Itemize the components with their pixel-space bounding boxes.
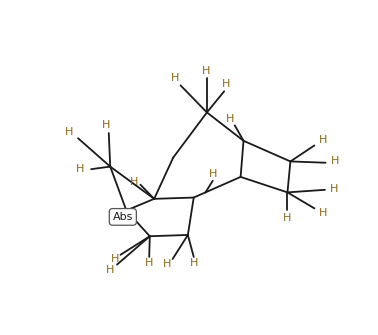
Text: H: H [189, 258, 198, 268]
Text: H: H [110, 254, 119, 264]
Text: H: H [318, 207, 327, 217]
Text: H: H [106, 265, 115, 275]
Text: H: H [226, 114, 234, 124]
Text: H: H [318, 135, 327, 144]
Text: H: H [331, 156, 339, 166]
Text: H: H [76, 164, 84, 174]
Text: Abs: Abs [113, 212, 133, 222]
Text: H: H [283, 213, 291, 223]
Text: H: H [222, 79, 230, 89]
Text: H: H [144, 258, 153, 268]
Text: H: H [330, 184, 339, 194]
Text: H: H [202, 66, 211, 76]
Text: H: H [163, 259, 171, 269]
Text: H: H [65, 127, 73, 137]
Text: H: H [102, 120, 110, 130]
Text: H: H [209, 169, 217, 179]
Text: H: H [171, 73, 180, 83]
Text: H: H [130, 177, 138, 187]
